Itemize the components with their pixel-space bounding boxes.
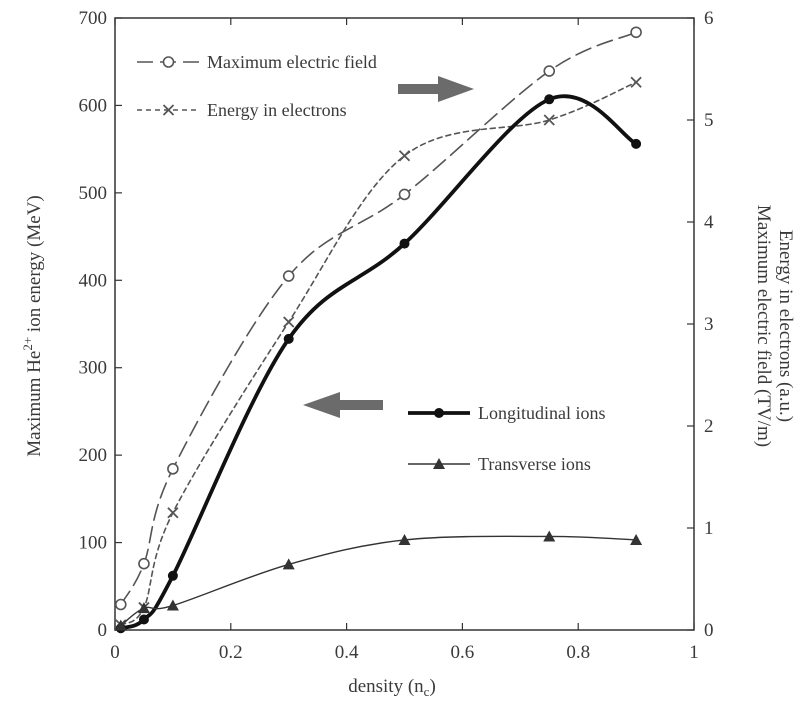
y-left-tick-label: 400 [79,270,108,291]
legend-marker [162,56,175,68]
x-tick-label: 0.2 [219,642,243,663]
data-point [543,114,555,126]
series-line [120,535,637,627]
legend-marker [433,458,445,469]
series-line [119,81,637,626]
data-point-stroke [630,76,642,88]
data-point-stroke [398,150,411,162]
data-point-stroke [167,507,179,519]
x-tick-label: 0.4 [335,642,359,663]
x-tick-label: 0 [110,642,120,663]
data-point [543,530,556,542]
data-point [114,619,127,631]
data-point [166,599,179,611]
y-left-tick-label: 100 [79,533,108,554]
legend-label: Longitudinal ions [478,403,606,423]
y-left-tick-label: 0 [98,620,108,641]
data-point [631,138,642,149]
y-right-tick-label: 5 [704,110,714,131]
series-layer [114,26,643,634]
data-point [398,188,411,201]
data-point [543,65,556,77]
data-point [630,26,642,39]
left-arrow-annotation [303,392,383,418]
data-point [283,316,295,328]
data-point [399,238,410,249]
data-point [398,533,411,545]
y-left-tick-label: 500 [79,183,108,204]
series-line [118,94,638,631]
data-point [544,94,555,105]
data-point [398,150,411,162]
series-3 [114,530,643,631]
data-point [282,270,295,282]
y-axis-left-title: Maximum He2+ ion energy (MeV) [20,195,45,457]
right-arrow-annotation [398,76,474,102]
data-point [167,463,179,475]
legend-entry: Energy in electrons [137,100,347,120]
legend-entry: Longitudinal ions [408,403,606,423]
y-right-tick-label: 3 [704,314,714,335]
data-point [114,598,127,611]
data-point [138,557,150,570]
data-point [137,602,150,614]
x-tick-label: 0.8 [566,642,590,663]
y-left-tick-label: 700 [79,8,108,29]
series-1 [115,76,642,631]
data-point-stroke [543,114,555,126]
y-left-tick-label: 600 [79,95,108,116]
series-0 [114,26,642,611]
data-point [630,533,643,545]
legend-label: Transverse ions [478,454,591,474]
ticks-layer: 0 0.2 0.4 0.6 0.8 101002003004005006007000123… [79,8,715,663]
data-point [138,614,149,625]
legend-marker [162,104,175,116]
legend-label: Maximum electric field [207,52,377,72]
legend-layer: Maximum electric field Energy in electron… [137,52,606,474]
legend-marker [434,408,444,418]
legend-marker-stroke [162,104,175,116]
data-point-stroke [283,316,295,328]
x-tick-label: 0.6 [451,642,475,663]
data-point [283,333,294,344]
y-right-tick-label: 1 [704,518,714,539]
y-right-tick-label: 0 [704,620,714,641]
x-axis-title: density (nc) [348,676,436,699]
legend-label: Energy in electrons [207,100,347,120]
y-left-tick-label: 200 [79,445,108,466]
x-tick-label: 1 [689,642,699,663]
y-right-tick-label: 6 [704,8,714,29]
legend-entry: Transverse ions [408,454,591,474]
data-point [167,570,178,581]
y-axis-right-title-line2: Energy in electrons (a.u.) [775,230,795,422]
y-left-tick-label: 300 [79,358,108,379]
data-point [282,558,295,570]
y-right-tick-label: 4 [704,212,714,233]
data-point [630,76,642,88]
y-axis-right-title-line1: Maximum electric field (TV/m) [753,205,774,447]
series-2 [115,94,642,634]
data-point [167,507,179,519]
legend-entry: Maximum electric field [137,52,377,72]
y-right-tick-label: 2 [704,416,714,437]
